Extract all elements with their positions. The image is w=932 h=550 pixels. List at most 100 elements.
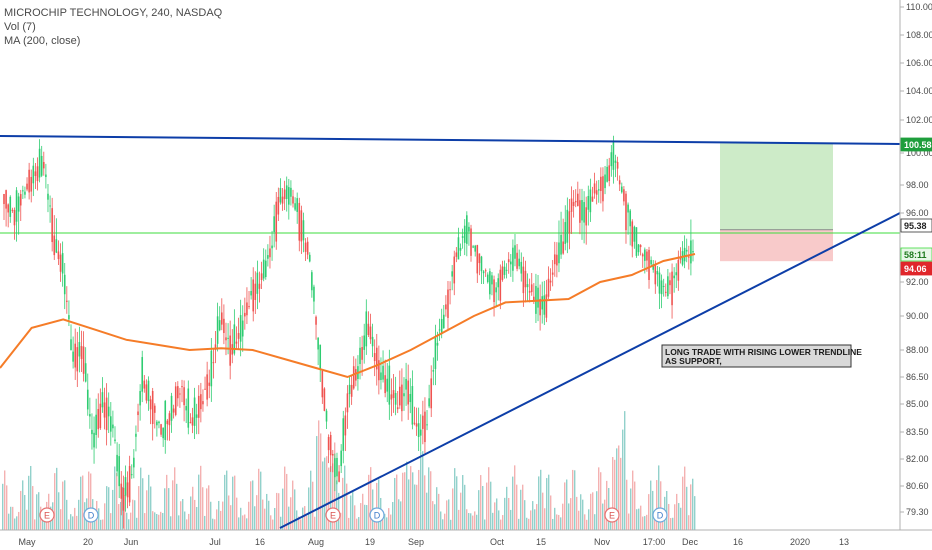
volume-bar: [280, 516, 282, 530]
volume-bar: [498, 510, 500, 530]
volume-bar: [382, 519, 384, 530]
candle-body: [669, 280, 671, 286]
candle-body: [319, 344, 322, 370]
volume-bar: [260, 471, 262, 530]
candle-body: [470, 228, 472, 256]
volume-bar: [564, 482, 566, 530]
volume-bar: [110, 513, 112, 530]
price-badge-label: 95.38: [904, 221, 927, 231]
volume-bar: [178, 515, 180, 530]
volume-bar: [350, 495, 352, 530]
volume-bar: [154, 512, 156, 530]
volume-bar: [602, 503, 604, 530]
volume-bar: [534, 509, 536, 530]
candle-body: [445, 304, 447, 310]
candle-body: [644, 249, 646, 261]
volume-bar: [650, 480, 652, 530]
volume-bar: [252, 480, 254, 530]
candle-body: [637, 244, 640, 253]
candle-body: [455, 252, 458, 257]
volume-bar: [278, 493, 280, 530]
volume-bar: [256, 495, 258, 530]
volume-bar: [16, 516, 18, 530]
volume-bar: [400, 501, 402, 530]
candle-body: [256, 272, 259, 294]
candle-body: [654, 265, 657, 285]
time-tick-label: Oct: [490, 537, 505, 547]
candle-body: [352, 366, 355, 389]
candle-body: [51, 208, 53, 243]
volume-bar: [58, 492, 60, 530]
volume-bar: [512, 476, 514, 530]
candle-body: [478, 253, 481, 264]
volume-bar: [22, 480, 24, 530]
profit-zone: [720, 143, 833, 230]
volume-bar: [304, 506, 306, 530]
volume-bar: [612, 457, 614, 530]
time-tick-label: Aug: [308, 537, 324, 547]
volume-bar: [198, 474, 200, 530]
candle-body: [371, 336, 374, 347]
volume-bar: [556, 514, 558, 530]
candle-body: [275, 201, 278, 242]
candle-body: [627, 204, 629, 213]
volume-bar: [468, 513, 470, 530]
candle-body: [340, 450, 342, 467]
candle-body: [112, 424, 114, 429]
volume-bar: [18, 511, 20, 530]
candle-body: [300, 210, 303, 242]
event-marker-e: E: [325, 507, 341, 523]
candle-body: [570, 198, 573, 212]
volume-bar: [388, 508, 390, 530]
volume-bar: [494, 502, 496, 530]
volume-bar: [236, 497, 238, 530]
candle-body: [233, 324, 236, 354]
time-tick-label: Jun: [124, 537, 139, 547]
candle-body: [625, 193, 627, 231]
candle-body: [350, 384, 353, 397]
candle-body: [688, 256, 690, 258]
volume-bar: [98, 508, 100, 530]
volume-bar: [430, 471, 432, 530]
volume-bar: [660, 481, 662, 530]
annotation-box[interactable]: LONG TRADE WITH RISING LOWER TRENDLINEAS…: [661, 344, 862, 368]
volume-bar: [670, 518, 672, 530]
candle-body: [614, 160, 617, 163]
candle-body: [7, 204, 9, 213]
volume-bar: [150, 486, 152, 530]
candle-body: [126, 482, 129, 498]
candle-body: [417, 423, 420, 438]
volume-bar: [586, 519, 588, 530]
volume-bar: [514, 465, 516, 530]
candle-body: [334, 458, 336, 478]
volume-bar: [168, 488, 170, 530]
candle-body: [135, 433, 137, 437]
volume-bar: [170, 516, 172, 530]
volume-bar: [458, 509, 460, 530]
candle-body: [512, 247, 514, 271]
volume-bar: [582, 499, 584, 530]
candle-body: [660, 280, 663, 295]
volume-bar: [164, 488, 166, 530]
volume-bar: [508, 497, 510, 530]
candle-body: [673, 275, 675, 279]
volume-bar: [214, 519, 216, 530]
volume-bar: [42, 519, 44, 530]
candle-body: [260, 273, 263, 281]
candle-body: [24, 191, 26, 195]
candle-body: [166, 420, 169, 425]
candle-body: [197, 395, 200, 418]
candle-body: [95, 414, 97, 436]
candle-body: [63, 274, 66, 295]
volume-bar: [640, 505, 642, 530]
candle-body: [208, 382, 211, 386]
volume-bar: [538, 476, 540, 530]
volume-bar: [318, 420, 320, 530]
volume-bar: [408, 479, 410, 530]
volume-bar: [600, 472, 602, 530]
volume-bar: [434, 504, 436, 530]
volume-bar: [138, 486, 140, 530]
candle-body: [501, 266, 504, 280]
volume-bars: [2, 411, 696, 530]
